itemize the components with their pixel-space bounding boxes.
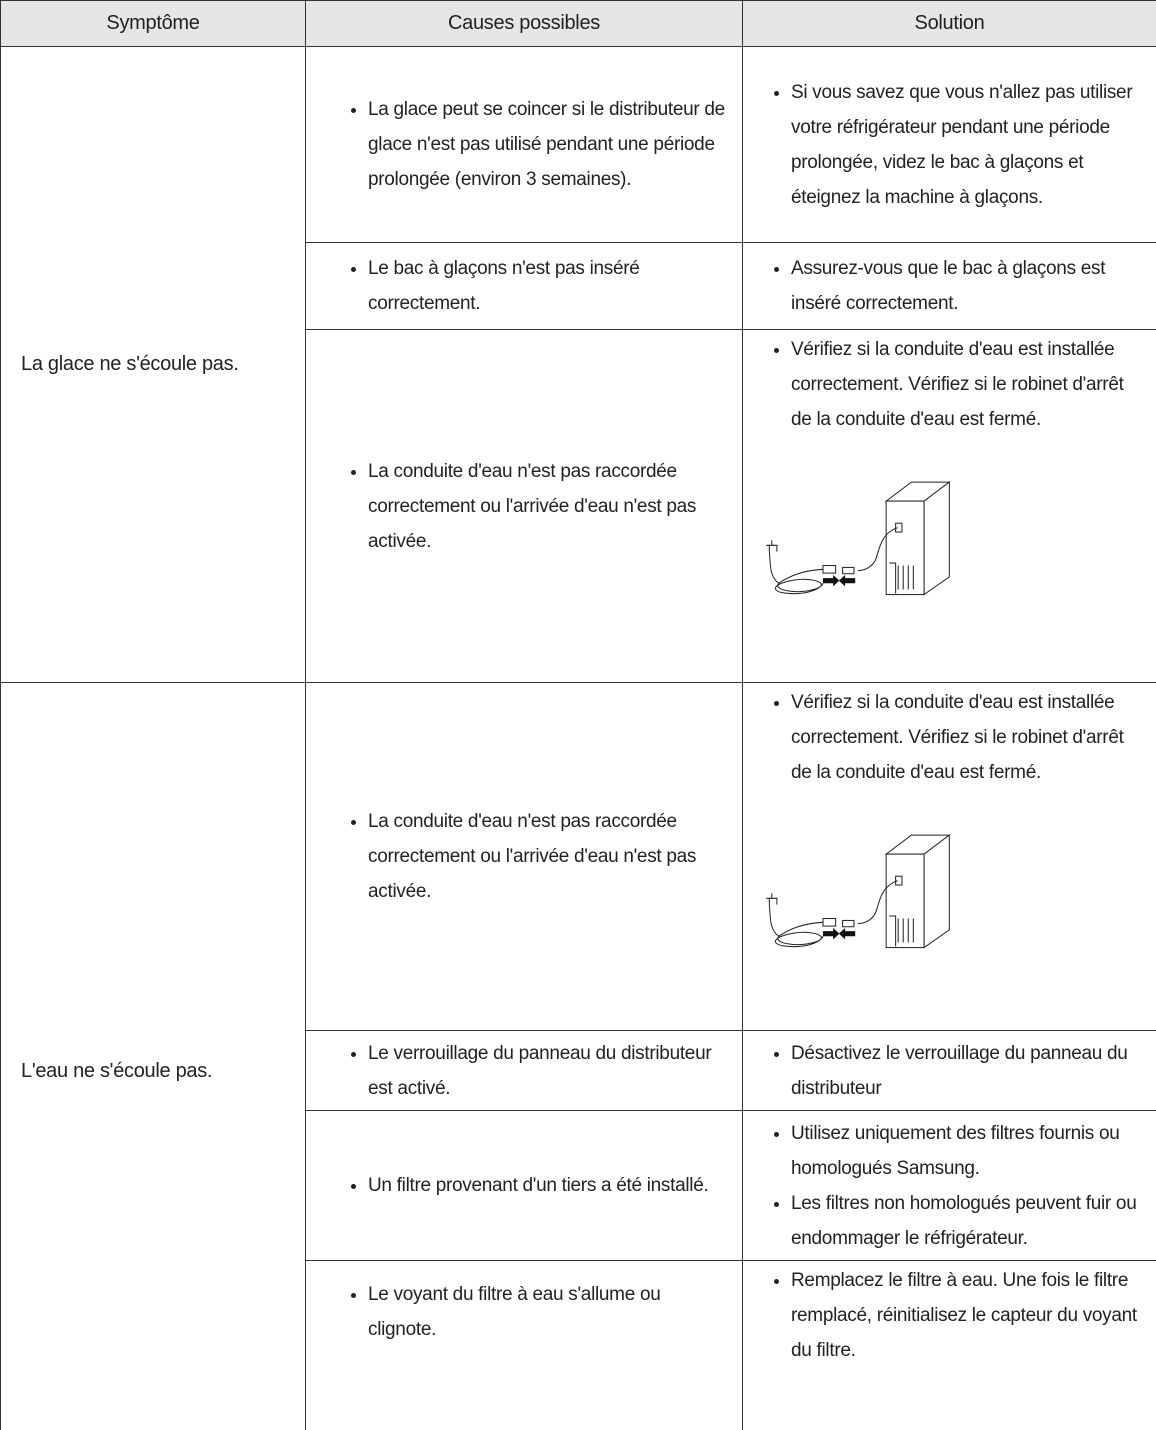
- causes: Un filtre provenant d'un tiers a été ins…: [305, 1110, 743, 1261]
- cause: La glace peut se coincer si le distribut…: [368, 92, 728, 197]
- solution: Vérifiez si la conduite d'eau est instal…: [791, 332, 1142, 437]
- cause: Le voyant du filtre à eau s'allume ou cl…: [368, 1277, 728, 1347]
- header-cell: Symptôme: [0, 0, 306, 47]
- water-line-illustration: [763, 449, 1003, 629]
- solutions: Vérifiez si la conduite d'eau est instal…: [742, 329, 1156, 683]
- cause: La conduite d'eau n'est pas raccordée co…: [368, 804, 728, 909]
- causes: La conduite d'eau n'est pas raccordée co…: [305, 682, 743, 1031]
- solutions: Assurez-vous que le bac à glaçons est in…: [742, 242, 1156, 330]
- symptom: La glace ne s'écoule pas.: [0, 46, 306, 683]
- row: Le verrouillage du panneau du distribute…: [1, 1030, 1156, 1111]
- solution: Utilisez uniquement des filtres fournis …: [791, 1116, 1142, 1186]
- header-cell: Causes possibles: [305, 0, 743, 47]
- row: L'eau ne s'écoule pas. La conduite d'eau…: [0, 682, 1156, 1430]
- solution: Remplacez le filtre à eau. Une fois le f…: [791, 1263, 1142, 1368]
- causes: Le bac à glaçons n'est pas inséré correc…: [305, 242, 743, 330]
- solutions: Utilisez uniquement des filtres fournis …: [742, 1110, 1156, 1261]
- solution: Les filtres non homologués peuvent fuir …: [791, 1186, 1142, 1256]
- row: Le bac à glaçons n'est pas inséré correc…: [1, 242, 1156, 330]
- solutions: Remplacez le filtre à eau. Une fois le f…: [742, 1260, 1156, 1430]
- solutions: Si vous savez que vous n'allez pas utili…: [742, 46, 1156, 243]
- cause: La conduite d'eau n'est pas raccordée co…: [368, 454, 728, 559]
- causes: Le voyant du filtre à eau s'allume ou cl…: [305, 1260, 743, 1430]
- solution: Vérifiez si la conduite d'eau est instal…: [791, 685, 1142, 790]
- row: La conduite d'eau n'est pas raccordée co…: [1, 329, 1156, 683]
- causes: Le verrouillage du panneau du distribute…: [305, 1030, 743, 1111]
- cause: Un filtre provenant d'un tiers a été ins…: [368, 1168, 728, 1203]
- header-row: Symptôme Causes possibles Solution: [0, 0, 1156, 47]
- solution: Assurez-vous que le bac à glaçons est in…: [791, 251, 1142, 321]
- row: La glace ne s'écoule pas. La glace peut …: [0, 46, 1156, 683]
- cause: Le verrouillage du panneau du distribute…: [368, 1036, 728, 1106]
- row: Un filtre provenant d'un tiers a été ins…: [1, 1110, 1156, 1261]
- header-cell: Solution: [742, 0, 1156, 47]
- solution: Si vous savez que vous n'allez pas utili…: [791, 75, 1142, 215]
- symptom: L'eau ne s'écoule pas.: [0, 682, 306, 1430]
- cause: Le bac à glaçons n'est pas inséré correc…: [368, 251, 728, 321]
- solutions: Désactivez le verrouillage du panneau du…: [742, 1030, 1156, 1111]
- solutions: Vérifiez si la conduite d'eau est instal…: [742, 682, 1156, 1031]
- water-line-illustration: [763, 802, 1003, 982]
- causes: La conduite d'eau n'est pas raccordée co…: [305, 329, 743, 683]
- causes: La glace peut se coincer si le distribut…: [305, 46, 743, 243]
- solution: Désactivez le verrouillage du panneau du…: [791, 1036, 1142, 1106]
- row: Le voyant du filtre à eau s'allume ou cl…: [1, 1260, 1156, 1430]
